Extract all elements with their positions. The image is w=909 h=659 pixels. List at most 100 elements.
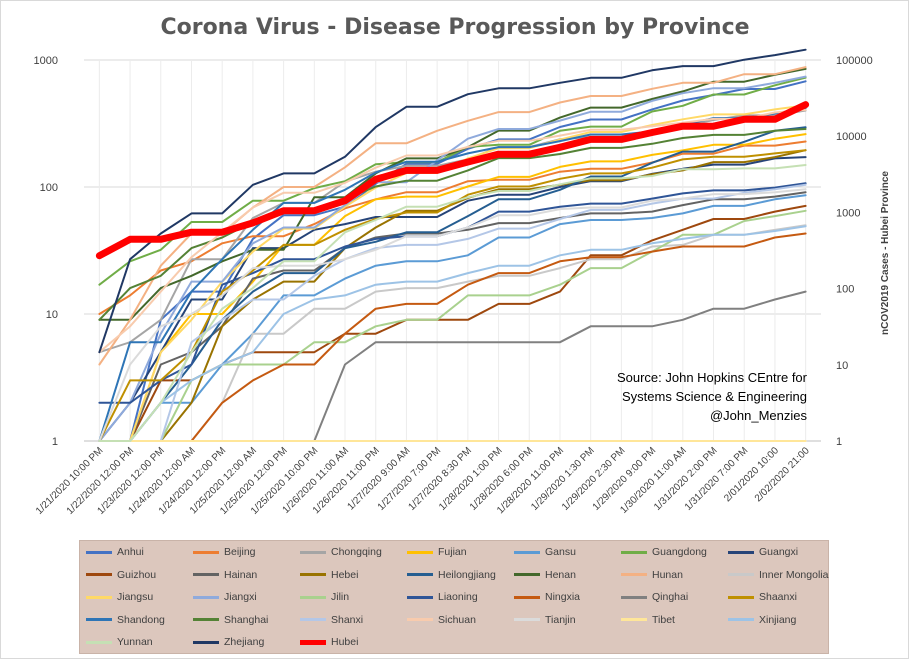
legend-label: Beijing <box>224 546 256 558</box>
legend-label: Shanxi <box>331 613 364 626</box>
legend-item-tianjin: Tianjin <box>514 609 576 631</box>
legend-label: Tianjin <box>545 613 576 626</box>
legend-swatch <box>728 618 754 621</box>
legend-label: Xinjiang <box>759 613 797 626</box>
annotation-line-2: Systems Science & Engineering <box>622 389 807 404</box>
series-lines <box>95 48 810 442</box>
series-line-hubei <box>95 101 810 260</box>
legend-label: Hubei <box>331 636 359 648</box>
legend-swatch <box>193 573 219 576</box>
legend-label: Heilongjiang <box>438 568 496 581</box>
series-line-ningxia <box>98 232 807 442</box>
legend-label: Shanghai <box>224 613 269 626</box>
series-line-shaanxi <box>98 149 807 442</box>
legend-item-inner-mongolia: Inner Mongolia <box>728 564 828 586</box>
source-annotation: Source: John Hopkins CEntre for Systems … <box>617 370 808 423</box>
legend-swatch <box>407 550 433 554</box>
legend-item-fujian: Fujian <box>407 541 467 563</box>
legend-label: Henan <box>545 568 576 581</box>
legend-swatch <box>514 573 540 576</box>
y-tick-label: 100 <box>40 182 58 194</box>
series-line-tianjin <box>98 188 807 442</box>
legend-item-tibet: Tibet <box>621 609 675 631</box>
legend-item-guizhou: Guizhou <box>86 564 156 586</box>
series-line-shanghai <box>98 128 807 321</box>
legend-item-guangdong: Guangdong <box>621 541 707 563</box>
legend-swatch <box>514 550 540 554</box>
legend-item-gansu: Gansu <box>514 541 576 563</box>
y2-tick-label: 100 <box>836 284 854 296</box>
legend-swatch <box>728 595 754 599</box>
legend-label: Jiangsu <box>117 591 154 603</box>
series-line-heilongjiang <box>98 126 807 442</box>
legend-label: Ningxia <box>545 591 581 603</box>
legend-swatch <box>514 618 540 621</box>
legend-swatch <box>621 550 647 554</box>
legend-swatch <box>86 595 112 599</box>
legend-swatch <box>193 550 219 554</box>
legend-swatch <box>86 640 112 644</box>
legend-label: Jiangxi <box>224 591 257 603</box>
legend-item-chongqing: Chongqing <box>300 541 382 563</box>
chart-title: Corona Virus - Disease Progression by Pr… <box>160 15 749 40</box>
annotation-line-3: @John_Menzies <box>710 408 808 423</box>
legend-label: Shaanxi <box>759 591 797 603</box>
legend-swatch <box>86 618 112 621</box>
axis-labels: 11010010001101001000100001000001/21/2020… <box>34 55 873 517</box>
series-line-zhejiang <box>98 48 807 354</box>
legend-label: Yunnan <box>117 636 153 648</box>
legend-swatch <box>621 595 647 599</box>
legend-swatch <box>621 618 647 621</box>
legend-swatch <box>728 573 754 576</box>
legend-item-shanxi: Shanxi <box>300 609 363 631</box>
legend-label: Sichuan <box>438 613 476 626</box>
legend-label: Gansu <box>545 546 576 558</box>
legend-swatch <box>300 550 326 554</box>
series-line-gansu <box>98 194 807 442</box>
legend-label: Hainan <box>224 568 258 581</box>
line-chart: Corona Virus - Disease Progression by Pr… <box>34 15 891 517</box>
legend-label: Liaoning <box>438 591 478 603</box>
legend-label: Chongqing <box>331 546 382 558</box>
legend-label: Hebei <box>331 568 359 581</box>
legend-item-anhui: Anhui <box>86 541 144 563</box>
legend-swatch <box>621 573 647 576</box>
legend-label: Tibet <box>652 613 675 626</box>
series-line-anhui <box>98 80 807 442</box>
legend-item-liaoning: Liaoning <box>407 586 478 608</box>
y2-tick-label: 100000 <box>836 55 873 67</box>
legend-swatch <box>407 573 433 576</box>
legend-swatch <box>193 640 219 644</box>
series-line-fujian <box>98 133 807 442</box>
legend-item-hubei: Hubei <box>300 631 358 653</box>
legend-item-jiangxi: Jiangxi <box>193 586 257 608</box>
legend-swatch <box>407 618 433 621</box>
chart-legend: Anhui Beijing Chongqing Fujian Gansu Guangdon… <box>79 540 829 654</box>
series-line-jiangxi <box>98 75 807 442</box>
legend-swatch <box>193 618 219 621</box>
right-axis-label: nCOV2019 Cases - Hubei Province <box>880 171 891 335</box>
series-line-beijing <box>98 140 807 315</box>
legend-item-yunnan: Yunnan <box>86 631 153 653</box>
y-tick-label: 10 <box>46 309 58 321</box>
legend-item-sichuan: Sichuan <box>407 609 476 631</box>
x-tick-label: 2/02/2020 21:00 <box>753 445 812 504</box>
legend-swatch <box>300 639 326 645</box>
legend-swatch <box>86 550 112 554</box>
y2-tick-label: 1 <box>836 436 842 448</box>
series-line-xinjiang <box>98 225 807 442</box>
legend-swatch <box>193 595 219 599</box>
y2-tick-label: 1000 <box>836 207 860 219</box>
y2-tick-label: 10000 <box>836 131 867 143</box>
legend-item-ningxia: Ningxia <box>514 586 580 608</box>
legend-swatch <box>86 573 112 576</box>
y-tick-label: 1 <box>52 436 58 448</box>
legend-label: Inner Mongolia <box>759 568 829 581</box>
legend-item-beijing: Beijing <box>193 541 256 563</box>
legend-label: Anhui <box>117 546 144 558</box>
legend-swatch <box>407 595 433 599</box>
legend-label: Guizhou <box>117 568 157 581</box>
legend-item-zhejiang: Zhejiang <box>193 631 264 653</box>
annotation-line-1: Source: John Hopkins CEntre for <box>617 370 808 385</box>
legend-item-heilongjiang: Heilongjiang <box>407 564 496 586</box>
